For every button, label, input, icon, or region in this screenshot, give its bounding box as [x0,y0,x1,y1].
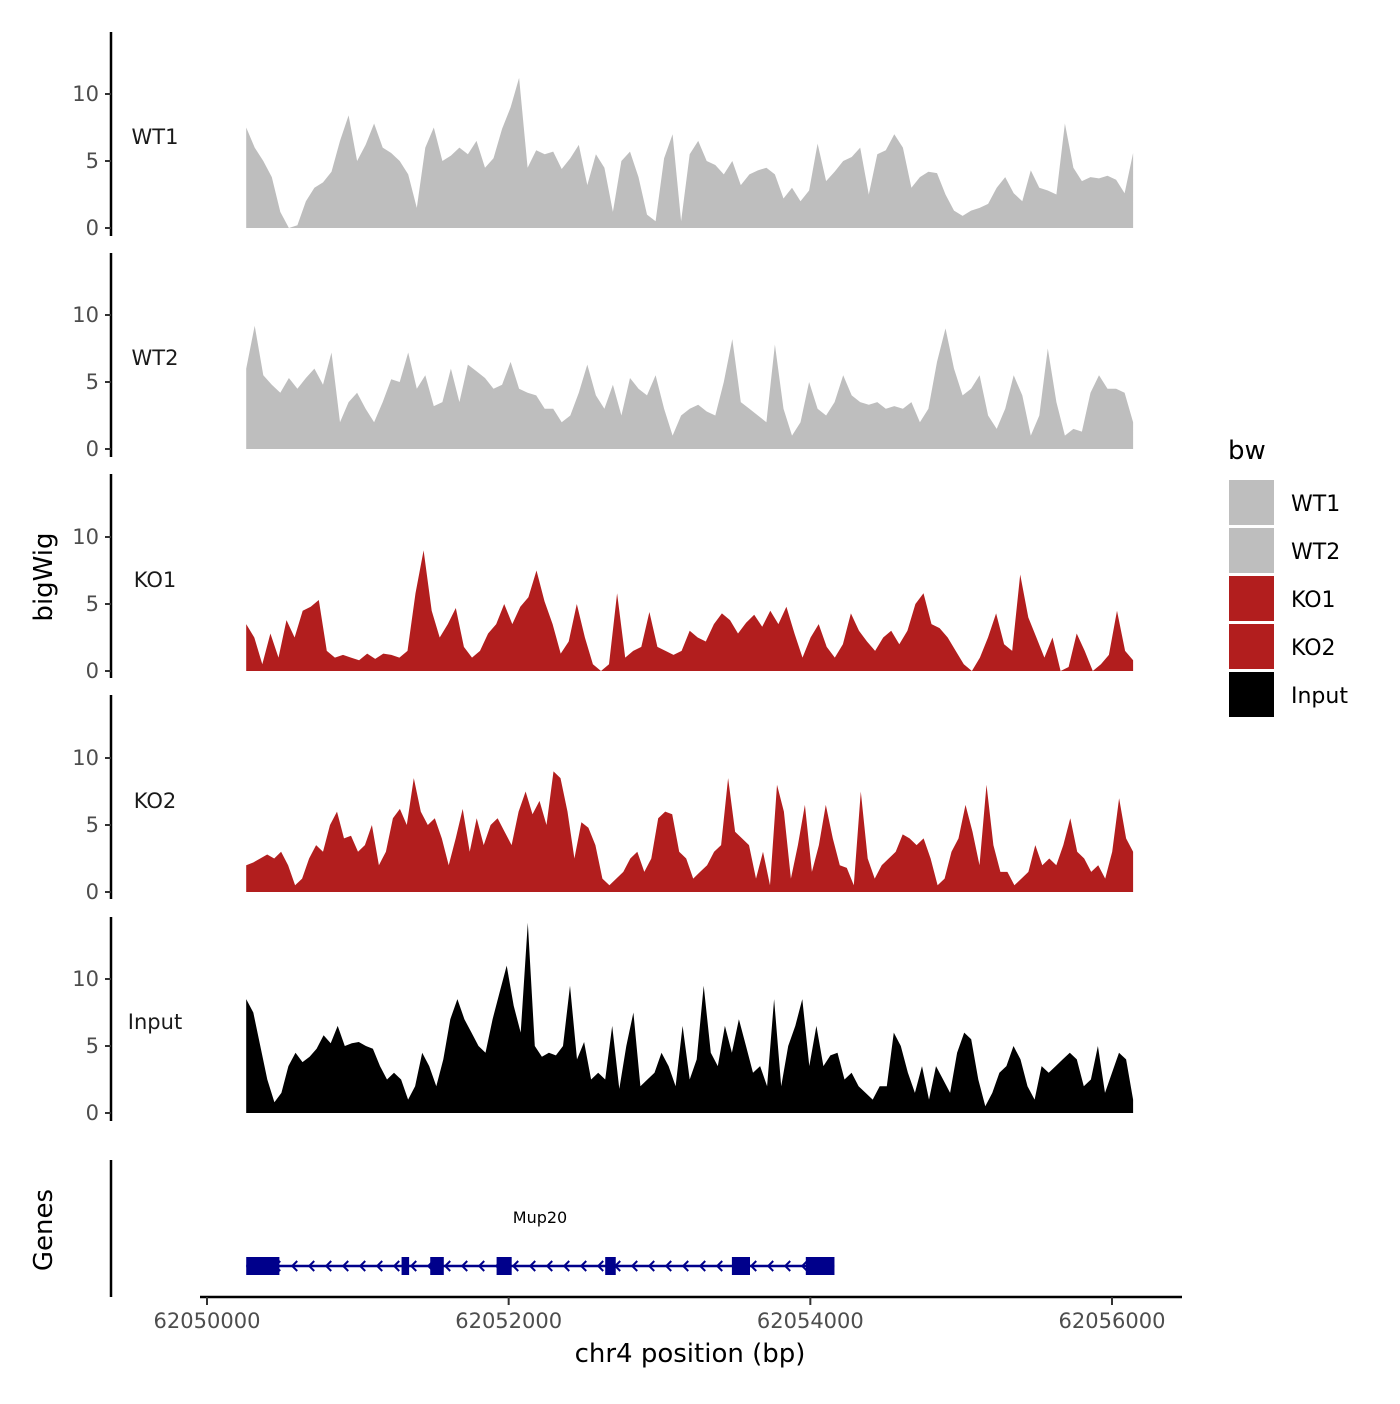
legend-swatch [1229,480,1274,525]
y-tick-label: 10 [72,303,99,327]
tracks-group: 0 5 10 WT1 0 5 10 WT2 0 5 10 KO1 0 5 10 KO2 0 5 10 Input [72,32,1134,1125]
legend: WT1 WT2 KO1 KO2 Input [1229,480,1348,717]
y-tick-label: 5 [86,149,99,173]
legend-swatch [1229,672,1274,717]
x-tick-label: 62056000 [1059,1309,1166,1333]
track-input: 0 5 10 Input [72,917,1134,1125]
y-tick-label: 5 [86,813,99,837]
strand-arrow [392,1260,400,1272]
strand-arrow [290,1260,298,1272]
coverage-area [246,550,1134,671]
strand-arrow [358,1260,366,1272]
gene-track-group [109,1160,835,1297]
strand-arrow [562,1260,570,1272]
coverage-area [246,922,1134,1113]
strand-arrow [341,1260,349,1272]
exon [496,1257,512,1275]
y-axis-title: bigWig [29,532,59,621]
strand-arrow [579,1260,587,1272]
exon [731,1257,750,1275]
strand-arrow [511,1260,519,1272]
legend-item-input: Input [1229,672,1348,717]
strand-arrow [409,1260,417,1272]
y-tick-label: 10 [72,967,99,991]
x-tick-label: 62054000 [757,1309,864,1333]
strand-arrow [715,1260,723,1272]
legend-item-ko2: KO2 [1229,624,1336,669]
strand-arrow [749,1260,757,1272]
y-tick-label: 0 [86,659,99,683]
track-label: Input [128,1010,182,1034]
y-tick-label: 10 [72,746,99,770]
exon [246,1257,280,1275]
x-axis-title: chr4 position (bp) [575,1339,806,1369]
x-tick-label: 62052000 [455,1309,562,1333]
track-label: KO1 [134,568,177,592]
track-ko1: 0 5 10 KO1 [72,474,1134,683]
strand-arrow [766,1260,774,1272]
legend-label: KO2 [1291,636,1336,661]
y-tick-label: 0 [86,437,99,461]
track-label: WT1 [132,125,179,149]
strand-arrow [460,1260,468,1272]
y-tick-label: 5 [86,592,99,616]
exon [605,1257,616,1275]
strand-arrow [477,1260,485,1272]
gene-name-label: Mup20 [513,1208,567,1227]
track-wt2: 0 5 10 WT2 [72,253,1134,461]
strand-arrow [681,1260,689,1272]
strand-arrow [800,1260,808,1272]
legend-item-wt2: WT2 [1229,528,1340,573]
legend-label: WT2 [1291,540,1340,565]
track-ko2: 0 5 10 KO2 [72,695,1134,904]
coverage-area [246,77,1134,229]
strand-arrow [443,1260,451,1272]
y-tick-label: 5 [86,370,99,394]
legend-title: bw [1228,436,1266,466]
track-label: KO2 [134,789,177,813]
legend-swatch [1229,528,1274,573]
y-tick-label: 0 [86,1101,99,1125]
strand-arrow [647,1260,655,1272]
coverage-area [246,325,1134,449]
exon [401,1257,410,1275]
legend-label: WT1 [1291,492,1340,517]
y-tick-label: 10 [72,82,99,106]
strand-arrow [596,1260,604,1272]
x-axis: 62050000 62052000 62054000 62056000 [154,1295,1182,1333]
strand-arrow [324,1260,332,1272]
legend-swatch [1229,576,1274,621]
strand-arrow [528,1260,536,1272]
x-tick-label: 62050000 [154,1309,261,1333]
legend-label: Input [1291,684,1348,709]
legend-item-ko1: KO1 [1229,576,1336,621]
strand-arrow [783,1260,791,1272]
y-tick-label: 0 [86,880,99,904]
y-tick-label: 0 [86,216,99,240]
y-tick-label: 5 [86,1034,99,1058]
exon [430,1257,444,1275]
legend-swatch [1229,624,1274,669]
track-label: WT2 [132,346,179,370]
gene-track-title: Genes [29,1189,59,1271]
strand-arrow [307,1260,315,1272]
strand-arrow [664,1260,672,1272]
strand-arrow [698,1260,706,1272]
strand-arrow [375,1260,383,1272]
strand-arrow [545,1260,553,1272]
y-tick-label: 10 [72,525,99,549]
coverage-area [246,771,1134,892]
strand-arrow [630,1260,638,1272]
exon [805,1257,835,1275]
legend-item-wt1: WT1 [1229,480,1340,525]
legend-label: KO1 [1291,588,1336,613]
track-wt1: 0 5 10 WT1 [72,32,1134,240]
